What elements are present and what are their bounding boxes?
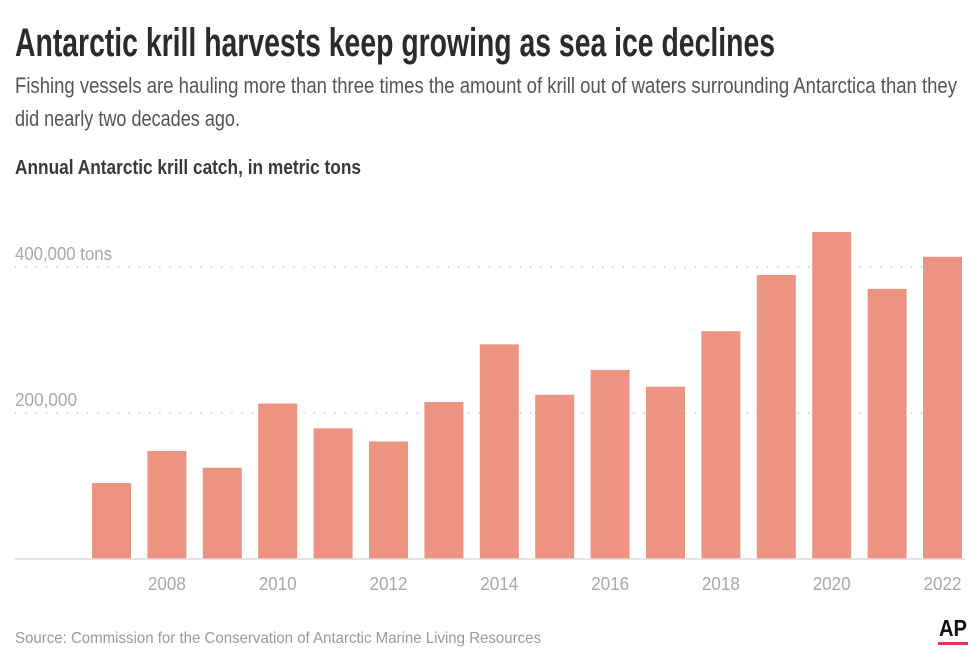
chart-title: Annual Antarctic krill catch, in metric …: [15, 157, 361, 179]
x-tick-label: 2008: [148, 574, 186, 594]
bar-2013: [424, 402, 464, 559]
y-tick-label: 400,000 tons: [15, 244, 112, 264]
chart-subtitle-line-2: did nearly two decades ago.: [15, 106, 240, 131]
bar-2017: [646, 386, 685, 559]
x-tick-label: 2020: [813, 574, 851, 594]
bar-2019: [756, 275, 796, 559]
ap-logo: AP: [938, 615, 968, 645]
x-tick-label: 2016: [591, 574, 629, 594]
source-note: Source: Commission for the Conservation …: [15, 630, 541, 647]
ap-logo-text: AP: [939, 615, 967, 641]
bar-2016: [590, 369, 630, 559]
x-tick-label: 2014: [480, 574, 518, 594]
bar-2009: [202, 467, 242, 559]
bar-2011: [313, 428, 353, 559]
chart-subtitle-line-1: Fishing vessels are hauling more than th…: [15, 73, 957, 98]
bar-2018: [701, 331, 741, 559]
chart-headline: Antarctic krill harvests keep growing as…: [15, 21, 775, 65]
x-tick-label: 2012: [370, 574, 408, 594]
bar-2015: [535, 394, 575, 559]
x-axis-labels: 2008 2010 2012 2014 2016 2018 2020 2022: [148, 574, 962, 594]
x-tick-label: 2022: [924, 574, 962, 594]
bar-2007: [92, 483, 131, 559]
bar-2022: [923, 256, 962, 559]
gridlines: 200,000 400,000 tons: [15, 244, 962, 414]
bars: [92, 231, 962, 559]
bar-2021: [867, 288, 907, 559]
y-tick-label: 200,000: [15, 390, 77, 410]
bar-2008: [147, 450, 187, 559]
bar-2012: [369, 441, 408, 559]
x-tick-label: 2010: [259, 574, 297, 594]
bar-2014: [479, 344, 519, 559]
ap-logo-rule: [938, 642, 968, 645]
bar-2010: [258, 403, 298, 559]
x-tick-label: 2018: [702, 574, 740, 594]
bar-2020: [812, 231, 852, 559]
